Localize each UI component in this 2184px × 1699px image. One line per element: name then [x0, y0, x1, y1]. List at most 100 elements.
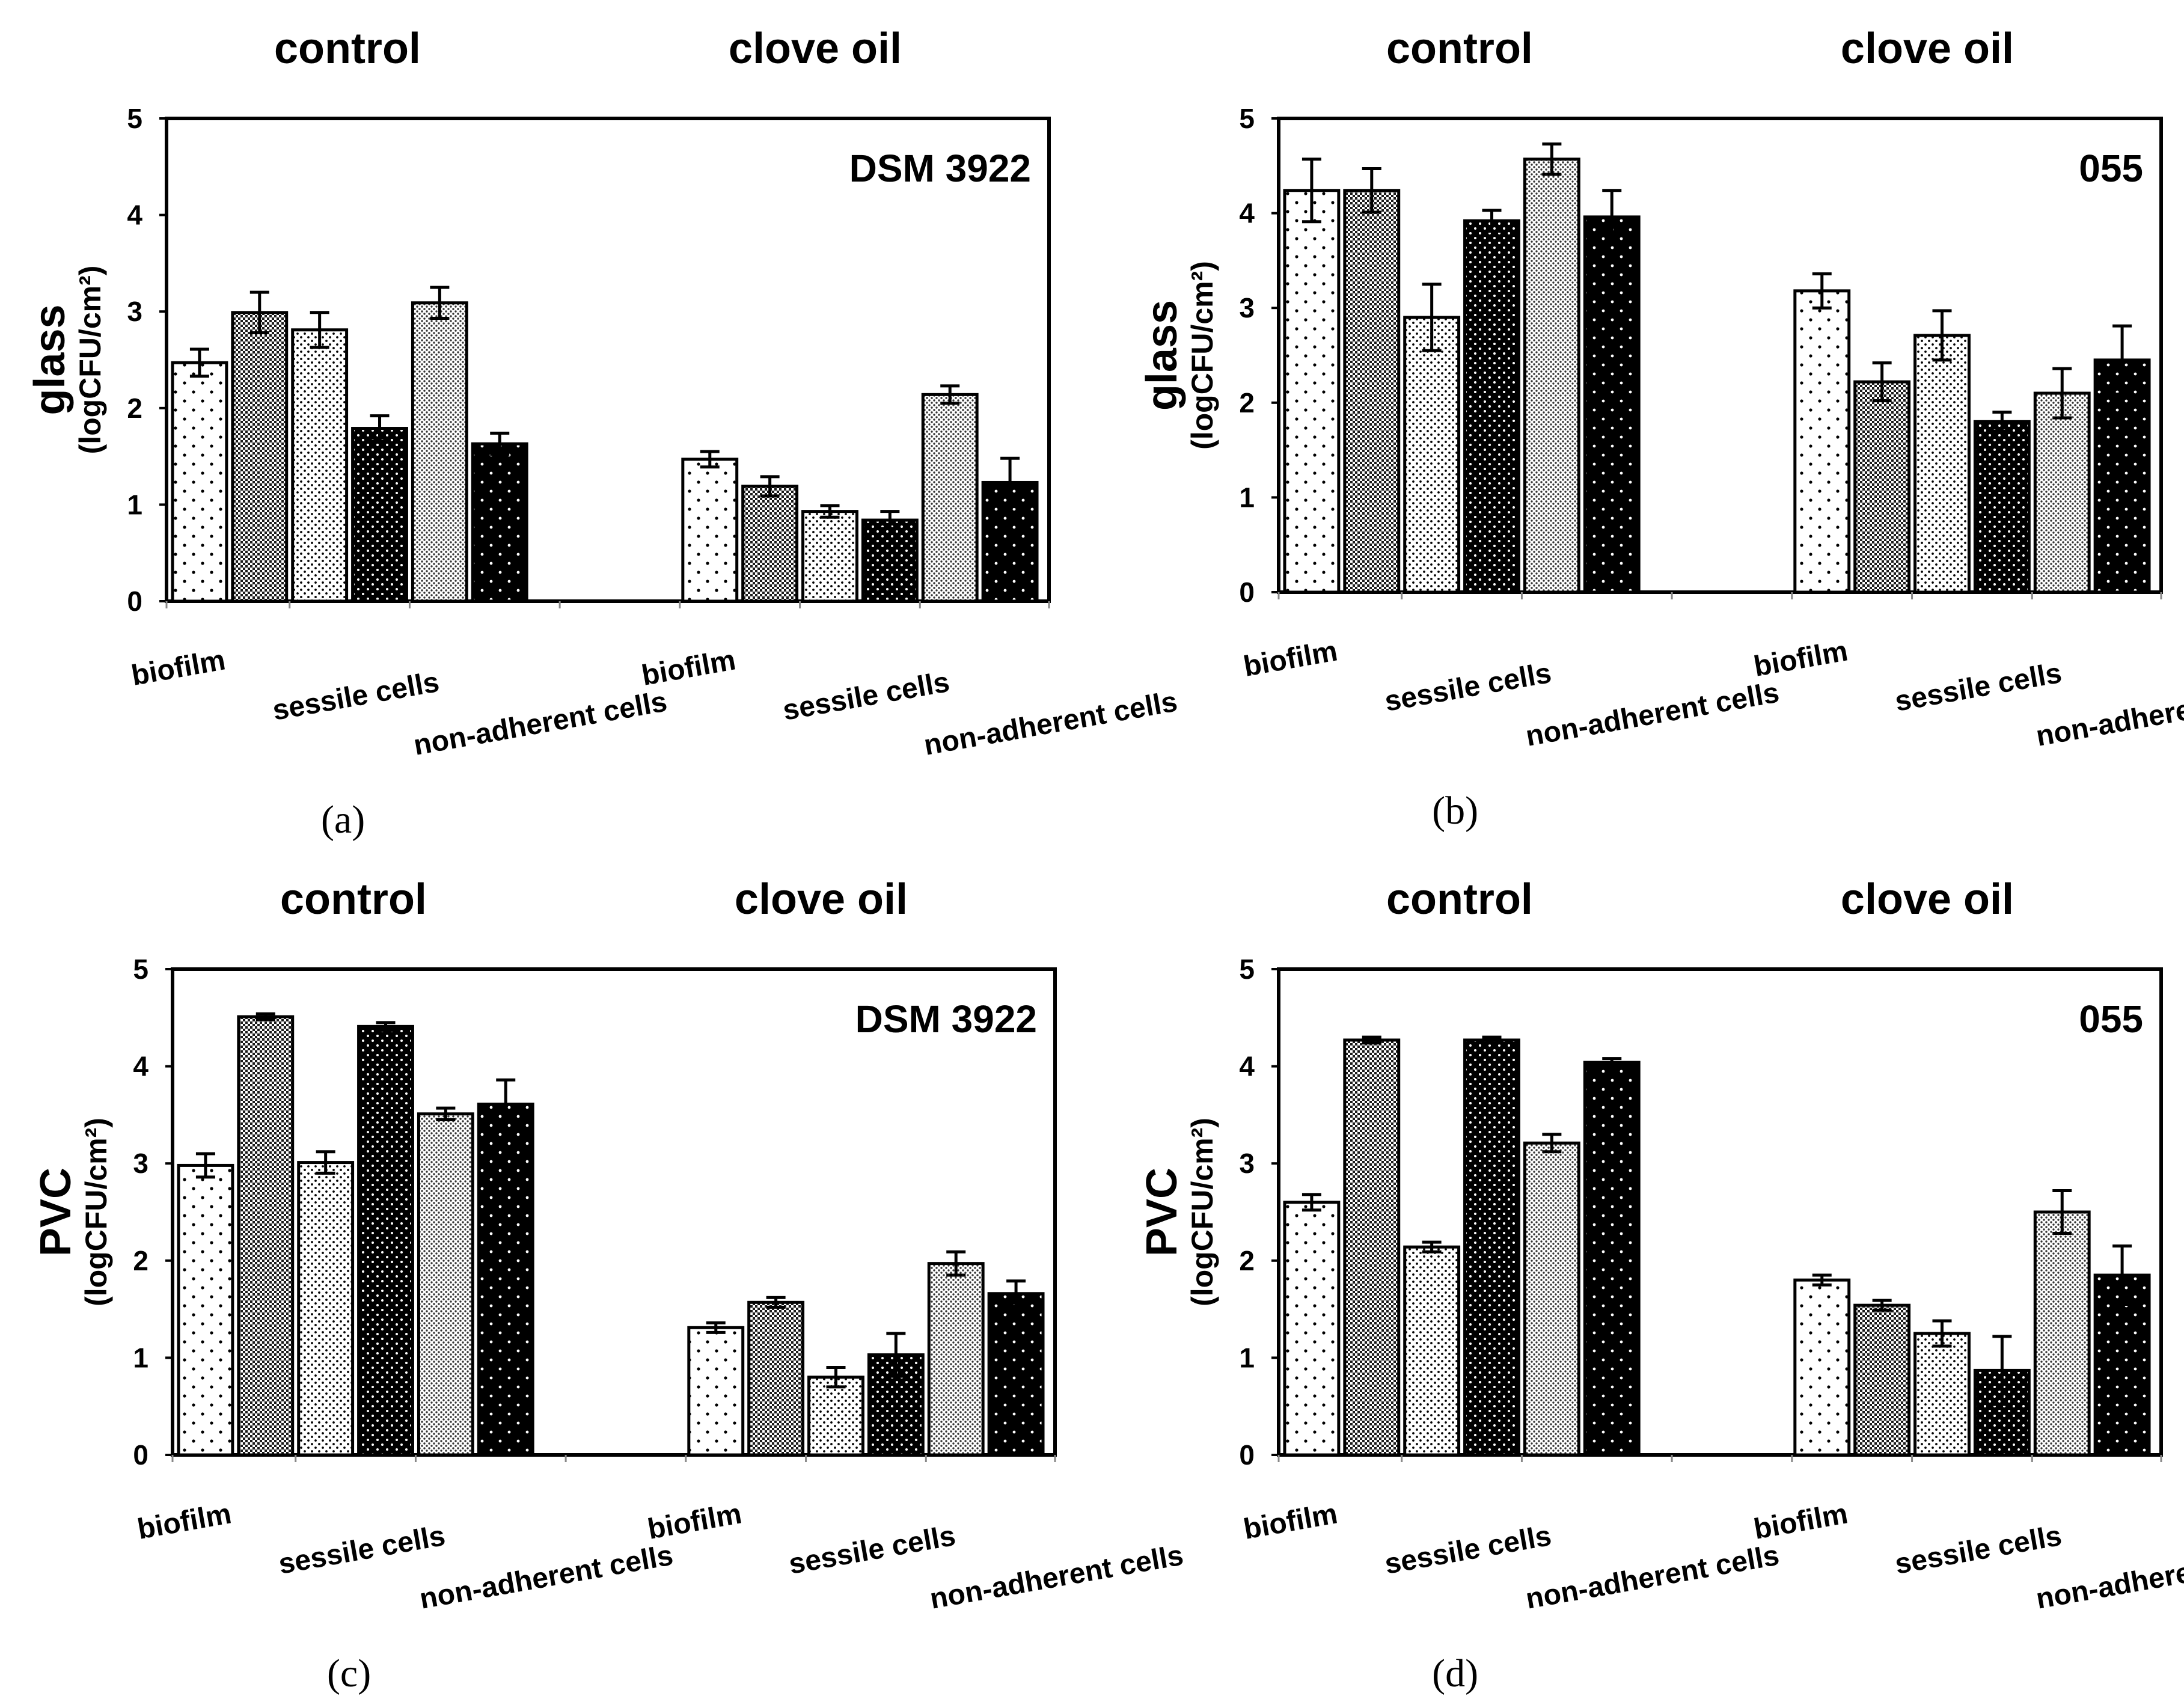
bar — [291, 328, 349, 603]
y-axis-title: PVC (logCFU/cm²) — [1138, 1118, 1219, 1306]
y-tick-label: 2 — [127, 393, 142, 424]
x-category-label: sessile cells — [780, 666, 952, 727]
bar — [1403, 316, 1461, 594]
x-category-label: sessile cells — [1382, 657, 1553, 718]
bar — [1913, 1332, 1971, 1457]
panel-caption: (a) — [321, 798, 365, 842]
chart-panel: control clove oil 0 1 2 3 4 5 glass (logCFU/cm²) 0… — [1138, 25, 2184, 833]
bar — [411, 301, 468, 603]
bar — [1283, 1201, 1341, 1457]
bar — [1583, 1061, 1641, 1457]
x-category-label: biofilm — [135, 1498, 234, 1546]
y-tick-label: 5 — [1239, 954, 1255, 985]
strain-label: 055 — [2079, 997, 2143, 1041]
group-header: control — [1386, 875, 1533, 923]
y-tick-label: 1 — [133, 1342, 148, 1373]
y-axis-label: glass — [1138, 300, 1186, 411]
bar — [351, 427, 408, 603]
bar — [807, 1376, 864, 1457]
x-category-label: sessile cells — [1382, 1520, 1553, 1581]
y-axis-title: PVC (logCFU/cm²) — [32, 1118, 113, 1306]
panel-caption: (b) — [1432, 789, 1478, 833]
y-tick-label: 0 — [1239, 1439, 1255, 1471]
strain-label: DSM 3922 — [849, 147, 1031, 190]
x-category-label: sessile cells — [1892, 1520, 2064, 1581]
x-category-label: biofilm — [129, 644, 228, 692]
bar — [1463, 219, 1520, 594]
panel-caption: (c) — [327, 1652, 371, 1695]
y-tick-label: 1 — [1239, 1342, 1255, 1373]
x-category-label: non-adherent cells — [417, 1540, 675, 1615]
y-tick-label: 2 — [133, 1245, 148, 1276]
strain-label: DSM 3922 — [855, 997, 1037, 1041]
bar — [171, 361, 228, 603]
bar — [981, 480, 1039, 603]
plot-frame — [171, 967, 1057, 1457]
y-tick-label: 2 — [1239, 1245, 1255, 1276]
plot-frame — [165, 117, 1051, 603]
group-header: clove oil — [1841, 875, 2014, 923]
x-category-label: non-adherent cells — [1523, 677, 1781, 753]
bar — [687, 1326, 745, 1457]
bar — [477, 1103, 534, 1457]
bar — [1403, 1245, 1461, 1457]
bar — [1973, 420, 2031, 594]
y-axis-unit: (logCFU/cm²) — [73, 266, 107, 455]
bar — [747, 1300, 805, 1457]
bar — [987, 1292, 1045, 1457]
y-axis-unit: (logCFU/cm²) — [79, 1118, 113, 1306]
group-header: control — [274, 25, 421, 73]
bar — [1283, 189, 1341, 594]
bar — [1343, 189, 1401, 594]
x-category-label: non-adherent cells — [922, 686, 1179, 762]
bar — [297, 1161, 355, 1457]
y-tick-label: 3 — [1239, 292, 1255, 323]
bar — [1463, 1038, 1520, 1457]
group-header: control — [1386, 25, 1533, 73]
y-tick-label: 5 — [127, 103, 142, 134]
bar — [1913, 334, 1971, 594]
y-tick-label: 4 — [127, 200, 142, 231]
bar — [2093, 358, 2151, 594]
chart-panel: control clove oil 0 1 2 3 4 5 glass (logCFU/cm²) D… — [26, 25, 1179, 842]
bar — [237, 1015, 295, 1457]
group-header: control — [280, 875, 427, 923]
y-tick-label: 5 — [133, 954, 148, 985]
bar — [231, 311, 289, 603]
y-axis-unit: (logCFU/cm²) — [1185, 261, 1219, 450]
x-category-label: non-adherent cells — [1523, 1540, 1781, 1615]
x-category-label: biofilm — [1752, 1498, 1850, 1546]
y-tick-label: 3 — [127, 296, 142, 327]
plot-frame — [1277, 117, 2163, 594]
x-category-label: biofilm — [1241, 1498, 1340, 1546]
y-tick-label: 4 — [1239, 1051, 1255, 1082]
y-axis-label: PVC — [32, 1168, 80, 1257]
y-tick-label: 1 — [127, 489, 142, 520]
group-header: clove oil — [1841, 25, 2014, 73]
bar — [471, 442, 528, 603]
bar — [801, 510, 858, 603]
y-axis-title: glass (logCFU/cm²) — [1138, 261, 1219, 450]
y-axis-title: glass (logCFU/cm²) — [26, 266, 107, 455]
x-category-label: sessile cells — [786, 1520, 958, 1581]
bar — [741, 485, 799, 603]
group-header: clove oil — [735, 875, 908, 923]
y-tick-label: 5 — [1239, 103, 1255, 134]
bar — [177, 1163, 234, 1457]
strain-label: 055 — [2079, 147, 2143, 190]
y-tick-label: 3 — [1239, 1148, 1255, 1179]
bar — [2033, 391, 2091, 594]
bar — [357, 1024, 414, 1457]
y-tick-label: 1 — [1239, 482, 1255, 513]
panel-caption: (d) — [1432, 1652, 1478, 1695]
bar — [1343, 1038, 1401, 1457]
x-category-label: sessile cells — [276, 1520, 447, 1581]
x-category-label: biofilm — [1752, 635, 1850, 683]
bar — [1583, 215, 1641, 594]
y-tick-label: 0 — [127, 586, 142, 617]
x-category-label: biofilm — [640, 644, 738, 692]
bar — [1523, 1141, 1580, 1457]
bar — [861, 518, 919, 603]
bar — [921, 393, 979, 603]
